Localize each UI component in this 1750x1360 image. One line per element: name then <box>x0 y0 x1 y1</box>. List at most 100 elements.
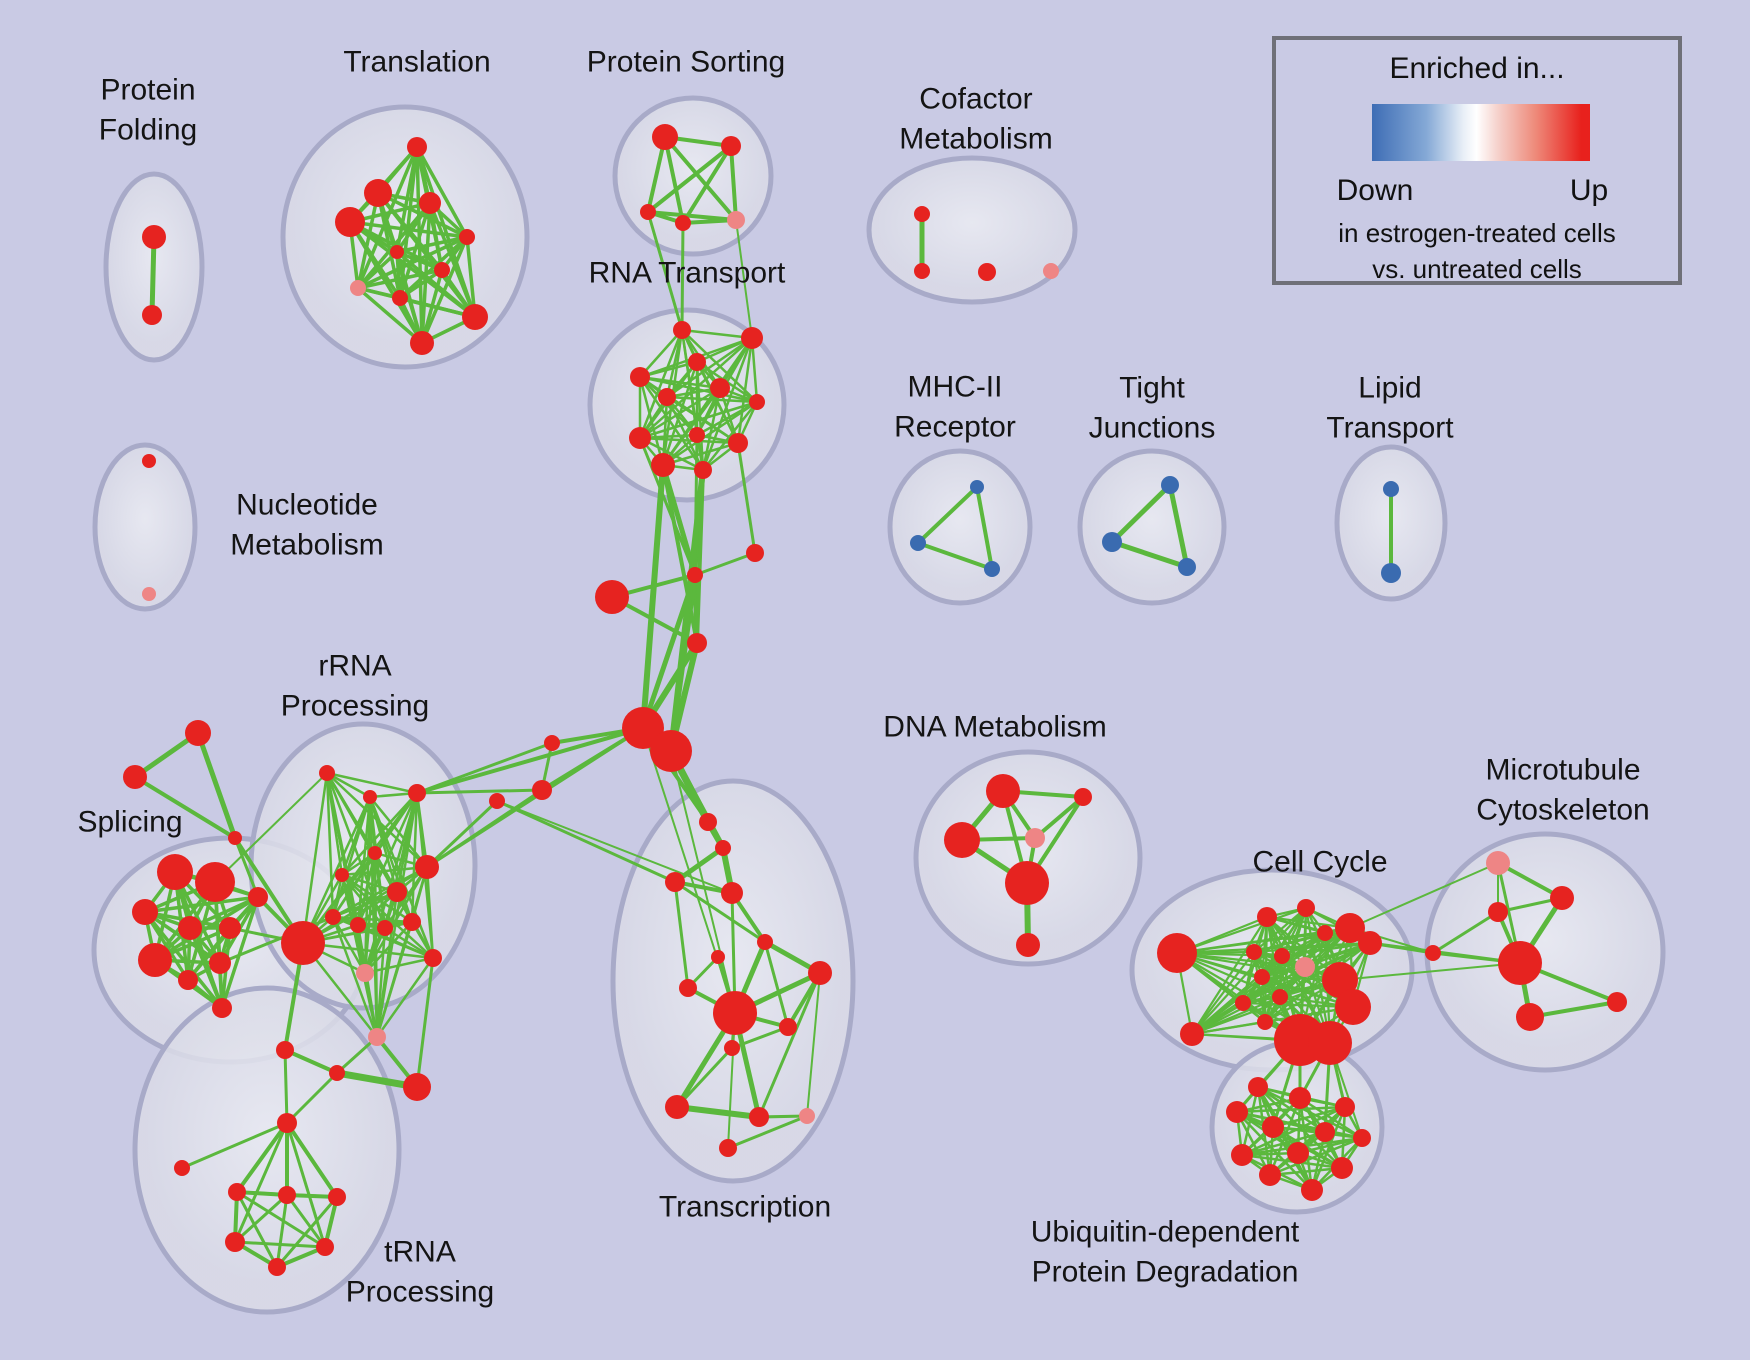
network-edge <box>283 1048 289 1125</box>
network-edge <box>1175 906 1308 955</box>
legend-up-label: Up <box>1569 174 1609 207</box>
network-inter-edge <box>640 462 666 731</box>
network-edge <box>673 880 690 990</box>
cluster-label-nucleotide-metabolism: Nucleotide <box>236 489 378 522</box>
network-edge <box>665 336 754 399</box>
network-edge <box>235 1190 327 1249</box>
network-edge <box>701 386 722 472</box>
network-node <box>1297 899 1315 917</box>
network-node <box>658 388 676 406</box>
network-node <box>387 882 407 902</box>
network-node <box>1231 1144 1253 1166</box>
network-edge <box>1252 926 1352 954</box>
network-edge <box>348 220 469 239</box>
network-edge <box>233 1193 289 1244</box>
network-node <box>415 855 439 879</box>
network-edge <box>375 890 399 1039</box>
cluster-label-translation: Translation <box>343 46 490 79</box>
network-node <box>652 124 678 150</box>
cluster-label-cell-cycle: Cell Cycle <box>1252 846 1387 879</box>
network-node <box>986 774 1020 808</box>
network-node <box>749 394 765 410</box>
cluster-label-lipid-transport: Transport <box>1326 412 1454 445</box>
network-inter-edge <box>496 800 733 894</box>
network-node <box>403 913 421 931</box>
network-inter-edge <box>646 210 684 332</box>
network-edge <box>285 1071 339 1125</box>
network-edge <box>395 250 477 319</box>
network-edge <box>1190 915 1269 1036</box>
network-node <box>650 730 692 772</box>
legend-subtitle-line1: in estrogen-treated cells <box>1338 218 1616 248</box>
network-edge <box>675 1046 734 1109</box>
network-edge <box>1033 795 1085 840</box>
network-edge <box>1260 941 1372 979</box>
network-edge <box>373 851 387 930</box>
network-node <box>1005 861 1049 905</box>
network-edge <box>425 865 435 960</box>
network-edge <box>1280 941 1372 958</box>
network-edge <box>356 286 424 345</box>
network-inter-edge <box>680 221 685 332</box>
network-node <box>419 192 441 214</box>
network-edge <box>363 971 379 1039</box>
network-node <box>630 367 650 387</box>
network-edge <box>1431 910 1500 955</box>
network-node <box>138 943 172 977</box>
network-node <box>276 1041 294 1059</box>
network-node <box>749 1107 769 1127</box>
network-edge <box>356 235 469 290</box>
network-inter-edge <box>1339 962 1521 981</box>
network-edge <box>301 795 372 945</box>
network-node <box>715 840 731 856</box>
network-edge <box>1240 1105 1347 1157</box>
network-edge <box>681 144 733 225</box>
network-edge <box>285 1121 339 1199</box>
network-edge <box>395 250 444 272</box>
network-inter-edge <box>415 726 645 795</box>
network-edge <box>663 135 738 222</box>
network-edge <box>325 771 419 795</box>
cluster-ellipse-mhc-ii-receptor <box>887 448 1033 606</box>
network-node <box>1287 1142 1309 1164</box>
network-edge <box>726 1114 809 1150</box>
network-node <box>1257 907 1277 927</box>
network-node <box>622 707 664 749</box>
network-edge <box>916 485 979 545</box>
network-edge <box>1241 950 1256 1005</box>
network-node <box>741 327 763 349</box>
cluster-label-protein-folding: Folding <box>99 114 197 147</box>
cluster-label-rna-transport: RNA Transport <box>589 257 786 290</box>
network-node <box>711 950 725 964</box>
network-node <box>673 321 691 339</box>
network-node <box>228 831 242 845</box>
network-node <box>1274 948 1290 964</box>
network-node <box>675 215 691 231</box>
network-node <box>1301 1179 1323 1201</box>
network-edge <box>1496 861 1564 900</box>
network-edge <box>285 1193 327 1249</box>
network-node <box>368 846 382 860</box>
network-node <box>424 949 442 967</box>
network-edge <box>638 400 759 440</box>
network-edge <box>398 268 444 300</box>
cluster-label-cofactor-metabolism: Metabolism <box>899 123 1052 156</box>
network-edge <box>375 920 414 1039</box>
network-edge <box>701 400 759 472</box>
network-node <box>1335 1097 1355 1117</box>
network-node <box>329 1065 345 1081</box>
network-edge <box>340 865 429 877</box>
network-node <box>248 887 268 907</box>
network-edge <box>729 144 738 222</box>
network-edge <box>763 940 790 1029</box>
network-edge <box>663 135 685 225</box>
network-edge <box>195 730 238 841</box>
network-edge <box>1304 906 1332 1045</box>
network-node <box>1272 989 1288 1005</box>
network-node <box>281 921 325 965</box>
network-edge <box>1310 1105 1347 1192</box>
network-node <box>408 784 426 802</box>
cluster-label-rrna-processing: rRNA <box>318 650 391 683</box>
network-node <box>1353 1129 1371 1147</box>
network-node <box>595 580 629 614</box>
